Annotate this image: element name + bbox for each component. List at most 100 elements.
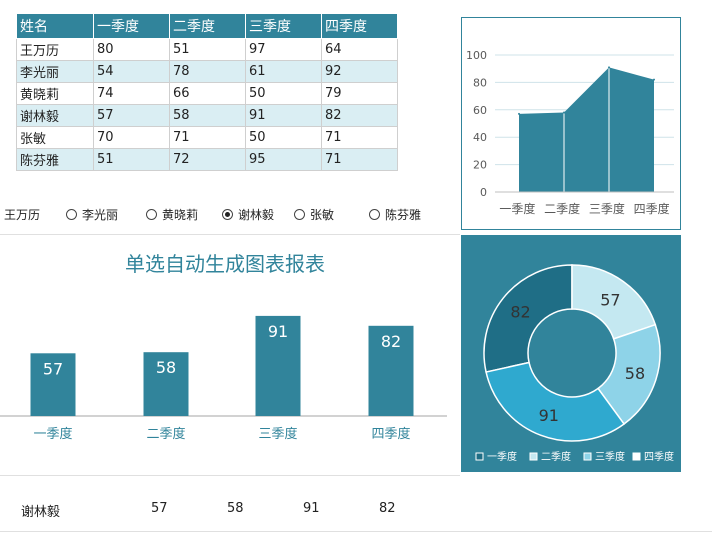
summary-value: 82 [379, 501, 396, 516]
area-point [653, 78, 655, 81]
legend-swatch [475, 452, 484, 461]
table-row: 谢林毅 57 58 91 82 [16, 104, 398, 127]
donut-slice [485, 361, 626, 442]
table-row: 黄晓莉 74 66 50 79 [16, 82, 398, 105]
divider [0, 475, 460, 476]
legend-label: 三季度 [595, 450, 625, 463]
bar-data-label: 57 [43, 359, 63, 378]
table-header-cell: 三季度 [245, 13, 322, 39]
bar-chart-title: 单选自动生成图表报表 [125, 252, 325, 276]
bar [30, 353, 76, 416]
divider [0, 234, 460, 235]
y-tick-label: 100 [466, 49, 487, 62]
radio-circle-icon[interactable] [369, 209, 380, 220]
area-point [608, 66, 610, 69]
bar [368, 325, 414, 416]
legend-label: 二季度 [541, 450, 571, 463]
donut-data-label: 91 [539, 406, 559, 425]
table-cell: 王万历 [16, 38, 94, 61]
table-cell: 80 [93, 38, 170, 61]
divider [0, 531, 712, 532]
table-row: 陈芬雅 51 72 95 71 [16, 148, 398, 171]
radio-option-zhang[interactable]: 张敏 [294, 206, 334, 223]
radio-option-chen[interactable]: 陈芬雅 [369, 206, 421, 223]
donut-chart-panel: 82 57 58 91 一季度 二季度 三季度 四季度 [461, 235, 681, 472]
table-cell: 51 [93, 148, 170, 171]
donut-data-label: 57 [600, 290, 620, 309]
radio-option-li[interactable]: 李光丽 [66, 206, 118, 223]
area-chart-panel: 0 20 40 60 80 100 一季度 二季度 三季度 四季度 [461, 17, 681, 230]
y-tick-label: 20 [473, 159, 487, 172]
x-tick-label: 二季度 [146, 426, 185, 442]
radio-circle-icon[interactable] [66, 209, 77, 220]
donut-slice [483, 264, 573, 373]
x-tick-label: 一季度 [33, 426, 72, 442]
table-cell: 74 [93, 82, 170, 105]
y-tick-label: 0 [480, 186, 487, 199]
summary-value: 91 [303, 501, 320, 516]
donut-chart: 82 57 58 91 一季度 二季度 三季度 四季度 [475, 264, 674, 463]
radio-option-huang[interactable]: 黄晓莉 [146, 206, 198, 223]
y-tick-label: 80 [473, 76, 487, 89]
table-cell: 97 [245, 38, 322, 61]
bar-data-label: 91 [268, 322, 288, 341]
legend-swatch [529, 452, 538, 461]
table-cell: 71 [169, 126, 246, 149]
table-header-cell: 二季度 [169, 13, 246, 39]
summary-value: 58 [227, 501, 244, 516]
table-row: 王万历 80 51 97 64 [16, 38, 398, 61]
legend-swatch [632, 452, 641, 461]
x-tick-label: 二季度 [544, 201, 580, 216]
table-cell: 82 [321, 104, 398, 127]
table-cell: 61 [245, 60, 322, 83]
table-cell: 79 [321, 82, 398, 105]
bar-chart: 57 一季度 58 二季度 91 三季度 82 四季度 [0, 315, 447, 442]
legend-swatch [583, 452, 592, 461]
area-point [563, 111, 565, 114]
summary-value: 57 [151, 501, 168, 516]
table-cell: 50 [245, 82, 322, 105]
radio-circle-icon[interactable] [294, 209, 305, 220]
table-cell: 54 [93, 60, 170, 83]
table-row: 张敏 70 71 50 71 [16, 126, 398, 149]
table-cell: 91 [245, 104, 322, 127]
person-radio-group: 王万历 李光丽 黄晓莉 谢林毅 张敏 陈芬雅 [0, 206, 460, 226]
bar-data-label: 58 [156, 358, 176, 377]
table-row: 李光丽 54 78 61 92 [16, 60, 398, 83]
donut-data-label: 82 [510, 303, 530, 322]
radio-circle-icon[interactable] [146, 209, 157, 220]
table-cell: 58 [169, 104, 246, 127]
table-cell: 95 [245, 148, 322, 171]
summary-name: 谢林毅 [21, 505, 61, 520]
radio-label: 陈芬雅 [385, 208, 422, 222]
table-cell: 64 [321, 38, 398, 61]
table-cell: 57 [93, 104, 170, 127]
table-cell: 50 [245, 126, 322, 149]
table-cell: 张敏 [16, 126, 94, 149]
radio-option-wang[interactable]: 王万历 [4, 206, 40, 223]
table-cell: 66 [169, 82, 246, 105]
table-cell: 92 [321, 60, 398, 83]
radio-option-xie[interactable]: 谢林毅 [222, 206, 274, 223]
area-series [519, 67, 654, 192]
radio-label: 王万历 [4, 208, 41, 222]
donut-data-label: 58 [625, 364, 645, 383]
table-cell: 70 [93, 126, 170, 149]
table-cell: 71 [321, 148, 398, 171]
radio-label: 张敏 [310, 208, 335, 222]
x-tick-label: 一季度 [499, 201, 535, 216]
table-cell: 李光丽 [16, 60, 94, 83]
radio-label: 谢林毅 [238, 208, 275, 222]
radio-label: 李光丽 [82, 208, 119, 222]
radio-selected-icon[interactable] [222, 209, 233, 220]
bar [143, 352, 189, 416]
area-chart: 0 20 40 60 80 100 一季度 二季度 三季度 四季度 [466, 49, 674, 216]
table-cell: 71 [321, 126, 398, 149]
x-tick-label: 三季度 [589, 201, 625, 216]
bar-data-label: 82 [381, 332, 401, 351]
x-tick-label: 四季度 [634, 201, 670, 216]
table-cell: 黄晓莉 [16, 82, 94, 105]
radio-label: 黄晓莉 [162, 208, 199, 222]
table-cell: 78 [169, 60, 246, 83]
legend-label: 四季度 [644, 450, 674, 463]
